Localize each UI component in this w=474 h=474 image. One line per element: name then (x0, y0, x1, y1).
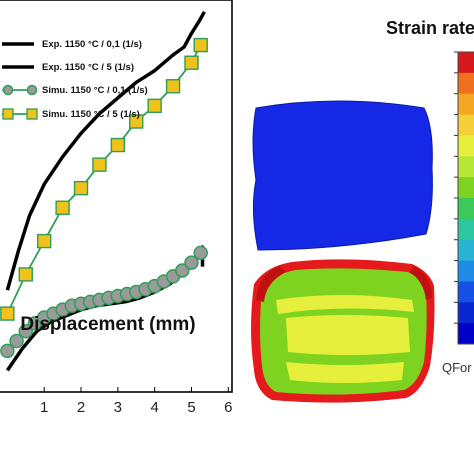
scale-band-12 (458, 302, 474, 324)
series-line-1 (5, 10, 206, 291)
legend-marker-simu-5-b (26, 108, 38, 120)
series-3-point-4 (73, 180, 89, 196)
strain-rate-panel: Strain rate QFor (251, 18, 474, 403)
scale-band-4 (458, 135, 474, 157)
series-3-point-6 (110, 137, 126, 153)
scale-band-1 (458, 72, 474, 95)
series-3-point-5 (92, 157, 107, 172)
x-tick-label-2: 2 (77, 399, 85, 416)
plot-frame (0, 0, 233, 393)
series-2-point-2 (18, 323, 34, 339)
scale-band-0 (458, 52, 474, 74)
scale-band-11 (458, 281, 474, 303)
bottom-specimen-yellow-core (286, 315, 410, 355)
series-3-point-3 (55, 200, 70, 215)
series-3-point-7 (129, 114, 144, 129)
scale-band-8 (458, 218, 474, 241)
scale-band-3 (458, 114, 474, 136)
software-label: QFor (442, 360, 472, 375)
legend-label-exp-5: Exp. 1150 °C / 5 (1/s) (42, 62, 134, 73)
x-tick-label-4: 4 (150, 399, 158, 416)
series-2-point-19 (175, 263, 190, 278)
x-tick-label-5: 5 (187, 399, 195, 416)
scale-band-2 (458, 93, 474, 116)
x-axis-title: Displacement (mm) (20, 314, 195, 335)
x-axis-ticks: 1 2 3 4 5 6 (40, 387, 232, 416)
legend-marker-simu-01 (2, 84, 14, 96)
series-3-point-9 (165, 79, 181, 94)
x-tick-label-3: 3 (114, 399, 122, 416)
series-3-point-0 (0, 306, 15, 321)
x-tick-label-1: 1 (40, 399, 48, 416)
series-3-point-8 (147, 98, 162, 114)
legend-label-simu-5: Simu. 1150 °C / 5 (1/s) (42, 109, 140, 120)
series-2-point-20 (184, 255, 199, 270)
legend-label-exp-01: Exp. 1150 °C / 0,1 (1/s) (42, 39, 142, 50)
bottom-specimen (251, 259, 435, 403)
series-layer (0, 10, 208, 372)
scale-band-10 (458, 260, 474, 282)
bottom-specimen-red-corner-left (256, 266, 286, 302)
strain-rate-color-scale (454, 51, 474, 345)
top-specimen (252, 100, 433, 251)
series-3-point-11 (193, 37, 208, 53)
scale-band-9 (458, 239, 474, 262)
legend: Exp. 1150 °C / 0,1 (1/s) Exp. 1150 °C / … (2, 39, 148, 120)
x-tick-label-6: 6 (224, 399, 232, 416)
scale-band-13 (458, 323, 474, 345)
bottom-specimen-yellow-band (276, 295, 414, 314)
scale-band-6 (458, 177, 474, 199)
series-3-point-1 (18, 267, 33, 282)
series-3-point-10 (184, 55, 199, 70)
scale-band-7 (458, 198, 474, 220)
scale-frame (457, 51, 474, 345)
legend-label-simu-01: Simu. 1150 °C / 0,1 (1/s) (42, 85, 148, 96)
force-displacement-chart: Exp. 1150 °C / 0,1 (1/s) Exp. 1150 °C / … (0, 0, 233, 416)
strain-rate-title: Strain rate (386, 18, 474, 38)
series-line-0 (5, 245, 205, 372)
series-2-point-0 (0, 343, 15, 359)
legend-marker-simu-01-b (26, 84, 38, 96)
bottom-specimen-red-corner-right (410, 266, 432, 300)
series-2-point-1 (9, 333, 24, 349)
series-2-point-21 (193, 245, 208, 261)
series-3-point-2 (36, 233, 52, 249)
bottom-specimen-yellow-lower (286, 362, 404, 383)
legend-marker-simu-5 (2, 108, 14, 120)
scale-band-5 (458, 156, 474, 178)
